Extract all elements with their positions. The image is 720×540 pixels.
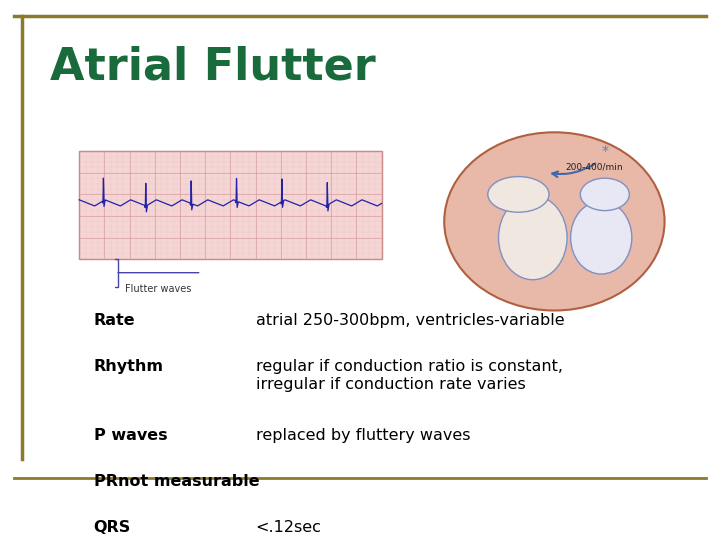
Ellipse shape — [488, 177, 549, 212]
Text: Rhythm: Rhythm — [94, 359, 163, 374]
Ellipse shape — [570, 201, 632, 274]
Text: *: * — [601, 144, 608, 158]
Ellipse shape — [498, 195, 567, 280]
Ellipse shape — [580, 178, 629, 211]
Text: P waves: P waves — [94, 428, 167, 443]
Ellipse shape — [444, 132, 665, 310]
Text: 200-400/min: 200-400/min — [565, 163, 623, 172]
FancyBboxPatch shape — [79, 151, 382, 259]
Text: atrial 250-300bpm, ventricles-variable: atrial 250-300bpm, ventricles-variable — [256, 313, 564, 328]
Text: regular if conduction ratio is constant,
irregular if conduction rate varies: regular if conduction ratio is constant,… — [256, 359, 562, 392]
Text: Rate: Rate — [94, 313, 135, 328]
Text: Flutter waves: Flutter waves — [125, 284, 192, 294]
Text: PRnot measurable: PRnot measurable — [94, 474, 259, 489]
Text: replaced by fluttery waves: replaced by fluttery waves — [256, 428, 470, 443]
Text: QRS: QRS — [94, 519, 131, 535]
Text: <.12sec: <.12sec — [256, 519, 321, 535]
Text: Atrial Flutter: Atrial Flutter — [50, 46, 376, 89]
